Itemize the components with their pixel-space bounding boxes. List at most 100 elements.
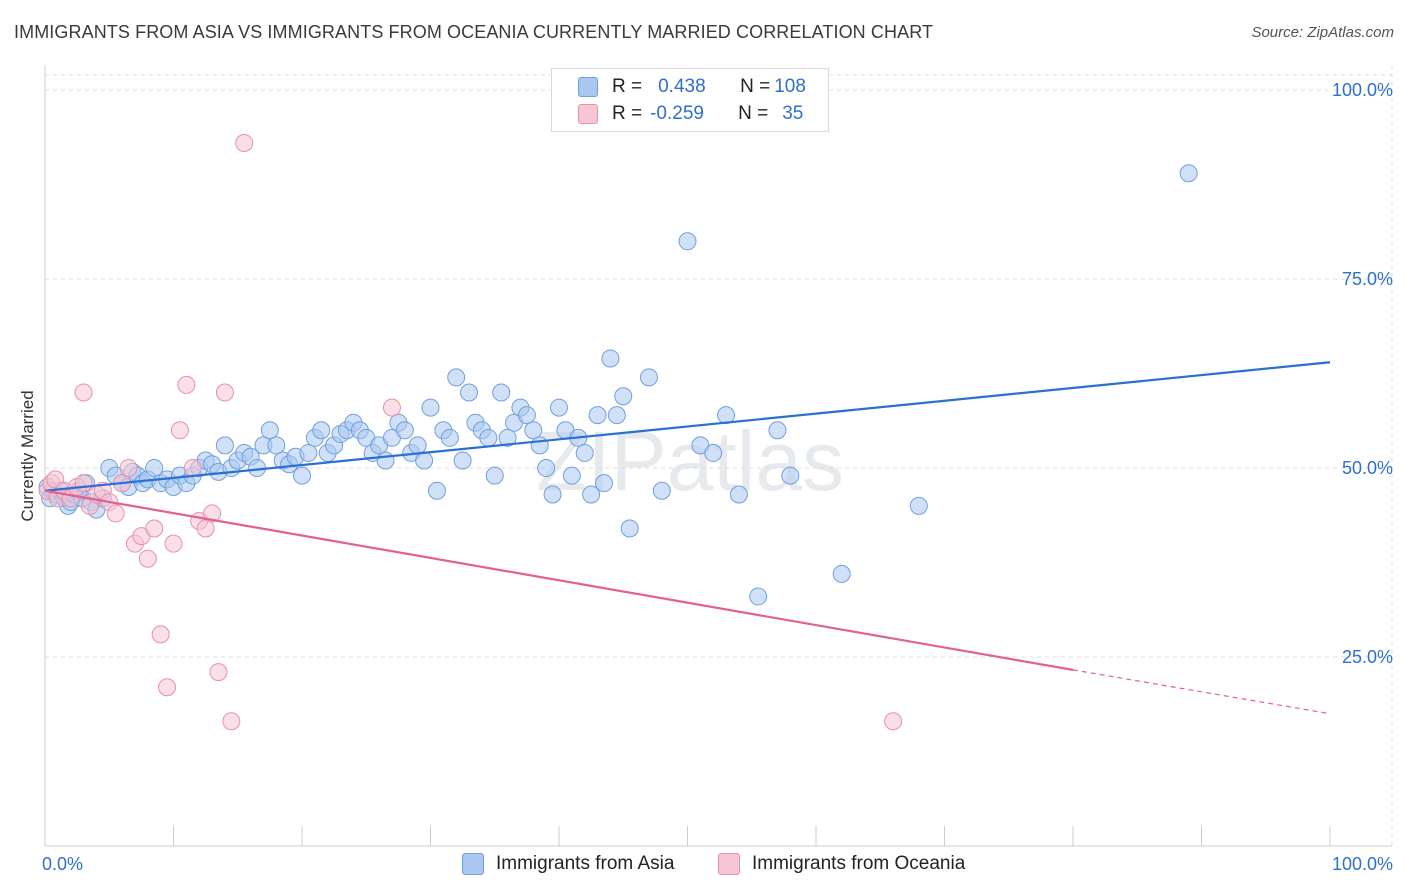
y-tick-label: 75.0% [1342,269,1393,289]
point-asia [215,436,234,455]
point-asia [460,383,479,402]
point-asia [575,443,594,462]
point-asia [395,421,414,440]
point-asia [293,466,311,485]
bottom-legend-swatch-asia [462,853,484,875]
point-asia [909,496,928,515]
point-asia [312,421,331,440]
legend-row-oceania: R = -0.259 N = 35 [552,101,803,127]
point-asia [620,519,639,538]
y-tick-label: 50.0% [1342,458,1393,478]
trend-lines [44,361,1331,715]
point-asia [447,368,466,387]
point-asia [768,421,787,440]
bottom-legend-oceania: Immigrants from Oceania [718,851,965,877]
point-oceania [74,383,93,402]
bottom-legend-asia: Immigrants from Asia [462,851,674,877]
point-oceania [177,375,196,394]
source-label: Source: ZipAtlas.com [1251,24,1394,41]
point-oceania [183,459,202,478]
axes [44,65,1392,847]
point-oceania [196,519,215,538]
point-asia [485,466,504,485]
legend-n-label: N = [740,76,771,97]
point-asia [607,406,626,425]
point-asia [543,485,562,504]
x-tick-label-start: 0.0% [42,854,83,874]
point-asia [479,428,498,447]
correlation-legend: R = 0.438 N = 108 R = -0.259 N = 35 [551,68,829,132]
point-oceania [215,383,234,402]
point-asia [614,387,633,406]
point-asia [427,481,446,500]
point-oceania [235,134,254,153]
point-asia [260,421,279,440]
bottom-legend-label-asia: Immigrants from Asia [496,853,675,874]
point-asia [415,451,434,470]
point-asia [492,383,511,402]
trend-line-oceania [44,489,1074,671]
point-asia [299,443,318,462]
tick-labels: 25.0% 50.0% 75.0% 100.0% 0.0% 100.0% [42,80,1393,874]
point-asia [550,398,568,417]
legend-n-value-asia: 108 [774,76,806,97]
legend-r-value-asia: 0.438 [658,76,706,97]
point-asia [704,443,723,462]
point-oceania [170,421,189,440]
point-asia [453,451,472,470]
point-asia [530,436,549,455]
point-asia [498,428,517,447]
point-oceania [151,625,170,644]
point-asia [440,428,459,447]
point-oceania [158,678,177,697]
point-asia [145,459,164,478]
point-asia [582,485,601,504]
point-oceania [164,534,183,553]
point-asia [832,564,851,583]
point-oceania [106,504,125,523]
point-asia [639,368,658,387]
point-asia [594,474,613,493]
trend-line-asia [44,361,1331,492]
trend-line-oceania-extension [1072,669,1331,715]
bottom-legend-swatch-oceania [718,853,740,875]
legend-n-label: N = [738,103,769,124]
point-asia [678,232,697,251]
point-oceania [222,712,241,731]
legend-r-label: R = [612,103,643,124]
bottom-legend-label-oceania: Immigrants from Oceania [752,853,966,874]
point-oceania [138,549,157,568]
legend-swatch-oceania [578,104,598,124]
point-asia [562,466,581,485]
legend-r-label: R = [612,76,643,97]
legend-n-value-oceania: 35 [782,103,804,124]
point-asia [781,466,800,485]
point-asia [408,436,427,455]
y-tick-label: 100.0% [1332,80,1393,100]
point-oceania [145,519,164,538]
point-oceania [382,398,401,417]
point-asia [421,398,440,417]
point-asia [1179,164,1198,183]
point-oceania [884,712,903,731]
point-asia [729,485,748,504]
point-asia [749,587,768,606]
x-tick-label-end: 100.0% [1332,854,1393,874]
legend-r-value-oceania: -0.259 [650,103,704,124]
point-oceania [209,663,228,682]
point-asia [588,406,607,425]
y-tick-label: 25.0% [1342,647,1393,667]
point-asia [267,436,286,455]
legend-swatch-asia [578,77,598,97]
point-oceania [203,504,222,523]
y-axis-label: Currently Married [18,390,37,521]
point-asia [524,421,543,440]
chart-title: IMMIGRANTS FROM ASIA VS IMMIGRANTS FROM … [14,22,934,42]
point-asia [376,451,395,470]
legend-row-asia: R = 0.438 N = 108 [552,74,806,100]
point-asia [601,349,620,368]
point-asia [652,481,671,500]
point-asia [517,406,536,425]
point-asia [537,459,556,478]
